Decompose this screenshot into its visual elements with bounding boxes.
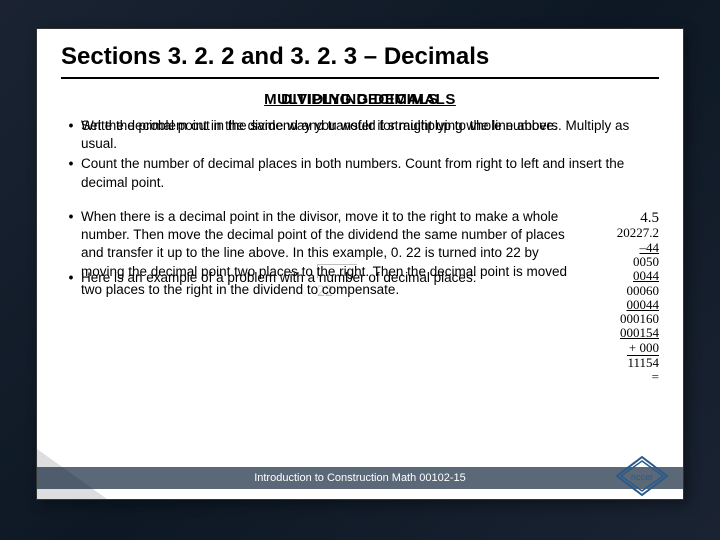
slide-card: Sections 3. 2. 2 and 3. 2. 3 – Decimals … bbox=[36, 28, 684, 500]
bullet-3-overlay: Here is an example of a problem with a n… bbox=[81, 269, 581, 287]
subtitle-overlay: DIVIDING DECIMALS bbox=[281, 91, 439, 108]
math-l11: 11154 bbox=[627, 355, 659, 370]
math-l6: 00060 bbox=[571, 284, 659, 298]
bullet-dot: • bbox=[61, 117, 81, 153]
title-divider bbox=[61, 77, 659, 79]
corner-triangle bbox=[37, 449, 107, 499]
bullet-block-2: • When there is a decimal point in the d… bbox=[61, 208, 571, 385]
bullet-1-overlay: Set the decimal point in the dividend an… bbox=[81, 117, 659, 135]
math-l1: 4.5 bbox=[571, 210, 659, 227]
math-l7: 00044 bbox=[571, 298, 659, 312]
footer-bar: Introduction to Construction Math 00102-… bbox=[37, 467, 683, 489]
subtitle-wrap: DIVIDING DECIMALS MULTIPLYING DECIMALS bbox=[61, 91, 659, 109]
row-2: • When there is a decimal point in the d… bbox=[61, 208, 659, 385]
math-l5: 0044 bbox=[571, 269, 659, 283]
math-l4: 0050 bbox=[571, 255, 659, 269]
math-l12: = bbox=[571, 370, 659, 384]
math-column: 4.5 20227.2 –44 0050 0044 00060 00044 00… bbox=[571, 208, 659, 385]
footer-text: Introduction to Construction Math 00102-… bbox=[254, 472, 466, 484]
math-l3: –44 bbox=[571, 241, 659, 255]
page-title: Sections 3. 2. 2 and 3. 2. 3 – Decimals bbox=[61, 43, 659, 71]
bullet-dot: • bbox=[61, 269, 81, 287]
math-l10: + 000 bbox=[571, 341, 659, 355]
bullet-2: Count the number of decimal places in bo… bbox=[81, 155, 659, 191]
math-l8: 000160 bbox=[571, 312, 659, 326]
nccer-logo: nccer bbox=[613, 455, 671, 497]
math-l2: 20227.2 bbox=[571, 226, 659, 240]
logo-text: nccer bbox=[631, 472, 653, 482]
bullet-dot: • bbox=[61, 155, 81, 191]
bullet-block-1: • Set the decimal point in the dividend … bbox=[61, 117, 659, 192]
logo-diamond-icon: nccer bbox=[613, 455, 671, 497]
math-l9: 000154 bbox=[571, 326, 659, 340]
